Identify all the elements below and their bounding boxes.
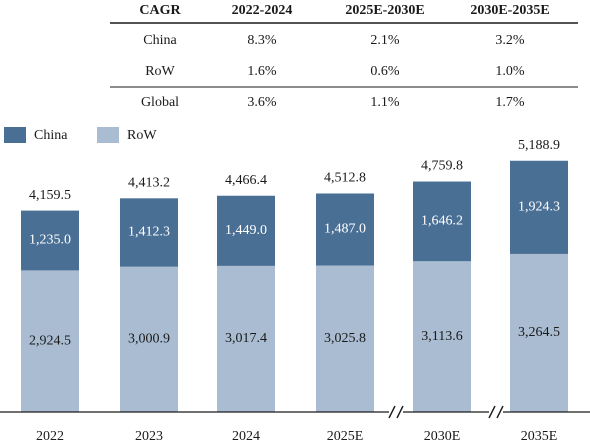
- data-label-total: 5,188.9: [518, 138, 560, 153]
- bars: 2,924.5 1,235.0 4,159.5 3,000.9 1,412.3 4,413…: [21, 138, 568, 412]
- data-label-total: 4,512.8: [324, 171, 366, 186]
- data-label-row: 3,000.9: [128, 332, 170, 347]
- data-label-china: 1,924.3: [518, 200, 560, 215]
- bar-segment-china: [120, 198, 178, 267]
- cagr-cell-value: 3.2%: [495, 33, 525, 48]
- cagr-cell-value: 8.3%: [247, 33, 277, 48]
- cagr-row-label: China: [143, 33, 177, 48]
- legend-label-row: RoW: [127, 128, 157, 143]
- x-axis: 2022 2023 2024 2025E 2030E 2035E: [0, 405, 590, 444]
- axis-break-marker: [388, 405, 404, 419]
- data-label-china: 1,412.3: [128, 225, 170, 240]
- x-tick-label: 2022: [36, 429, 64, 444]
- cagr-row-label: Global: [141, 95, 179, 110]
- data-label-row: 3,025.8: [324, 331, 366, 346]
- x-tick-label: 2025E: [327, 429, 364, 444]
- bar-segment-row: [510, 253, 568, 412]
- bar-segment-china: [316, 193, 374, 266]
- bar-segment-row: [217, 265, 275, 412]
- data-label-row: 3,017.4: [225, 331, 267, 346]
- bar-segment-china: [217, 195, 275, 266]
- cagr-table: CAGR 2022-2024 2025E-2030E 2030E-2035E China…: [110, 3, 578, 110]
- cagr-header-1: 2022-2024: [232, 3, 293, 18]
- cagr-header-3: 2030E-2035E: [470, 3, 549, 18]
- x-tick-label: 2024: [232, 429, 260, 444]
- cagr-row-label: RoW: [145, 64, 175, 79]
- bar-segment-china: [21, 210, 79, 271]
- cagr-cell-value: 2.1%: [370, 33, 400, 48]
- data-label-row: 2,924.5: [29, 333, 71, 348]
- data-label-china: 1,449.0: [225, 223, 267, 238]
- data-label-china: 1,235.0: [29, 233, 71, 248]
- cagr-cell-value: 1.1%: [370, 95, 400, 110]
- data-label-china: 1,646.2: [421, 214, 463, 229]
- bar-segment-row: [120, 266, 178, 412]
- data-label-total: 4,466.4: [225, 173, 267, 188]
- cagr-header-2: 2025E-2030E: [345, 3, 424, 18]
- data-label-total: 4,413.2: [128, 176, 170, 191]
- axis-break-marker: [488, 405, 504, 419]
- legend-swatch-china: [4, 127, 26, 143]
- data-label-china: 1,487.0: [324, 222, 366, 237]
- legend-swatch-row: [97, 127, 119, 143]
- data-label-total: 4,759.8: [421, 159, 463, 174]
- cagr-cell-value: 0.6%: [370, 64, 400, 79]
- cagr-cell-value: 1.6%: [247, 64, 277, 79]
- legend-label-china: China: [34, 128, 68, 143]
- cagr-cell-value: 3.6%: [247, 95, 277, 110]
- x-tick-label: 2035E: [521, 429, 558, 444]
- bar-segment-row: [413, 261, 471, 412]
- cagr-cell-value: 1.0%: [495, 64, 525, 79]
- data-label-total: 4,159.5: [29, 188, 71, 203]
- data-label-row: 3,113.6: [421, 329, 462, 344]
- legend: China RoW: [4, 127, 157, 143]
- cagr-cell-value: 1.7%: [495, 95, 525, 110]
- bar-segment-row: [21, 270, 79, 412]
- data-label-row: 3,264.5: [518, 325, 560, 340]
- bar-segment-china: [413, 181, 471, 262]
- x-tick-label: 2030E: [424, 429, 461, 444]
- bar-segment-china: [510, 160, 568, 254]
- cagr-header-0: CAGR: [139, 3, 181, 18]
- x-tick-label: 2023: [135, 429, 163, 444]
- bar-segment-row: [316, 265, 374, 412]
